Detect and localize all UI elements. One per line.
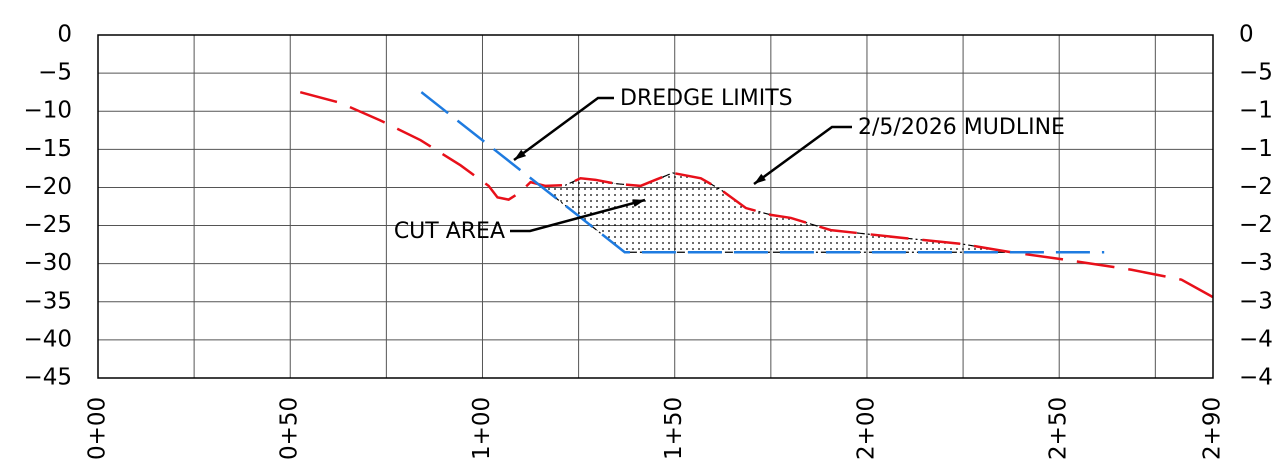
y-tick-label-right: −20	[1239, 174, 1274, 200]
x-tick-label: 2+00	[853, 397, 879, 460]
series-line	[299, 90, 1216, 300]
y-tick-label-right: −10	[1239, 98, 1274, 124]
x-tick-label: 0+50	[277, 397, 303, 460]
y-tick-label-right: −15	[1239, 136, 1274, 162]
dredge-label: DREDGE LIMITS	[620, 86, 793, 111]
y-tick-label-right: −45	[1239, 365, 1274, 391]
leader-line	[513, 96, 614, 162]
leader-line	[753, 125, 852, 186]
y-tick-label: −20	[23, 174, 72, 200]
x-tick-label: 2+90	[1200, 397, 1226, 460]
mudline-label: 2/5/2026 MUDLINE	[858, 115, 1065, 140]
x-tick-label: 1+50	[661, 397, 687, 460]
x-tick-label: 1+00	[469, 397, 495, 460]
x-tick-label: 2+50	[1046, 397, 1072, 460]
y-tick-label-right: −30	[1239, 250, 1274, 276]
x-tick-label: 0+00	[85, 397, 111, 460]
y-tick-label: −5	[38, 60, 72, 86]
y-tick-label: −10	[23, 98, 72, 124]
y-tick-label: 0	[57, 22, 72, 48]
y-tick-label: −15	[23, 136, 72, 162]
y-tick-label-right: −5	[1239, 60, 1273, 86]
plot	[299, 90, 1216, 300]
y-tick-label: −25	[23, 212, 72, 238]
leader-line	[510, 198, 646, 233]
y-tick-label-right: −25	[1239, 212, 1274, 238]
plot-frame	[97, 34, 1214, 379]
cut-area-label: CUT AREA	[394, 219, 505, 244]
y-tick-label: −40	[23, 326, 72, 352]
y-tick-label: −35	[23, 288, 72, 314]
y-tick-label: −45	[23, 365, 72, 391]
annotations: DREDGE LIMITS 2/5/2026 MUDLINE CUT AREA	[394, 86, 1065, 244]
series-line	[420, 91, 1105, 254]
y-tick-label-right: −35	[1239, 288, 1274, 314]
y-tick-label: −30	[23, 250, 72, 276]
y-tick-label-right: −40	[1239, 326, 1274, 352]
y-tick-label-right: 0	[1239, 22, 1254, 48]
